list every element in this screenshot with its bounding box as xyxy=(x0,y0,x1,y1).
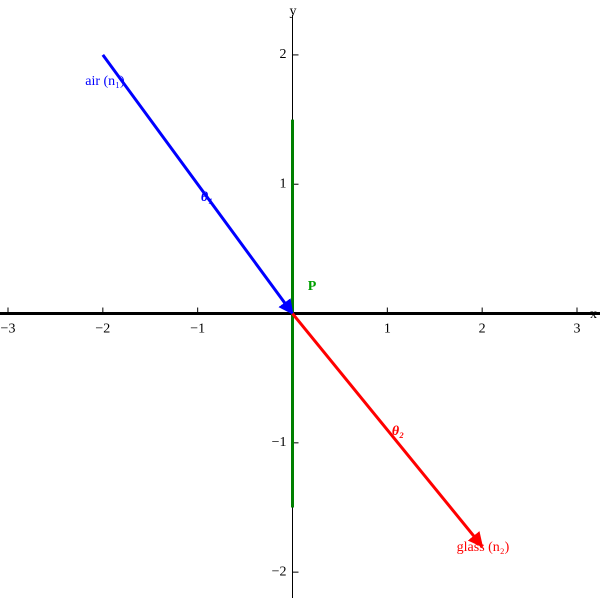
y-tick-label: 1 xyxy=(280,176,287,191)
x-tick-label: −1 xyxy=(190,322,205,337)
y-tick-label: −1 xyxy=(272,435,287,450)
annotation: θ₁ xyxy=(201,190,213,205)
annotation: θ₂ xyxy=(392,424,404,439)
x-tick-label: 2 xyxy=(479,322,486,337)
y-tick-label: −2 xyxy=(272,564,287,579)
x-tick-label: 1 xyxy=(384,322,391,337)
y-tick-label: 2 xyxy=(280,47,287,62)
ray xyxy=(101,54,294,315)
annotation: glass (n₂) xyxy=(457,540,510,555)
x-tick-label: −2 xyxy=(95,322,110,337)
x-tick-label: 3 xyxy=(574,322,581,337)
annotation: P xyxy=(308,279,317,294)
annotation: air (n₁) xyxy=(85,74,125,89)
y-axis-label: y xyxy=(290,4,297,19)
ray xyxy=(291,312,484,548)
x-tick-label: −3 xyxy=(1,322,16,337)
